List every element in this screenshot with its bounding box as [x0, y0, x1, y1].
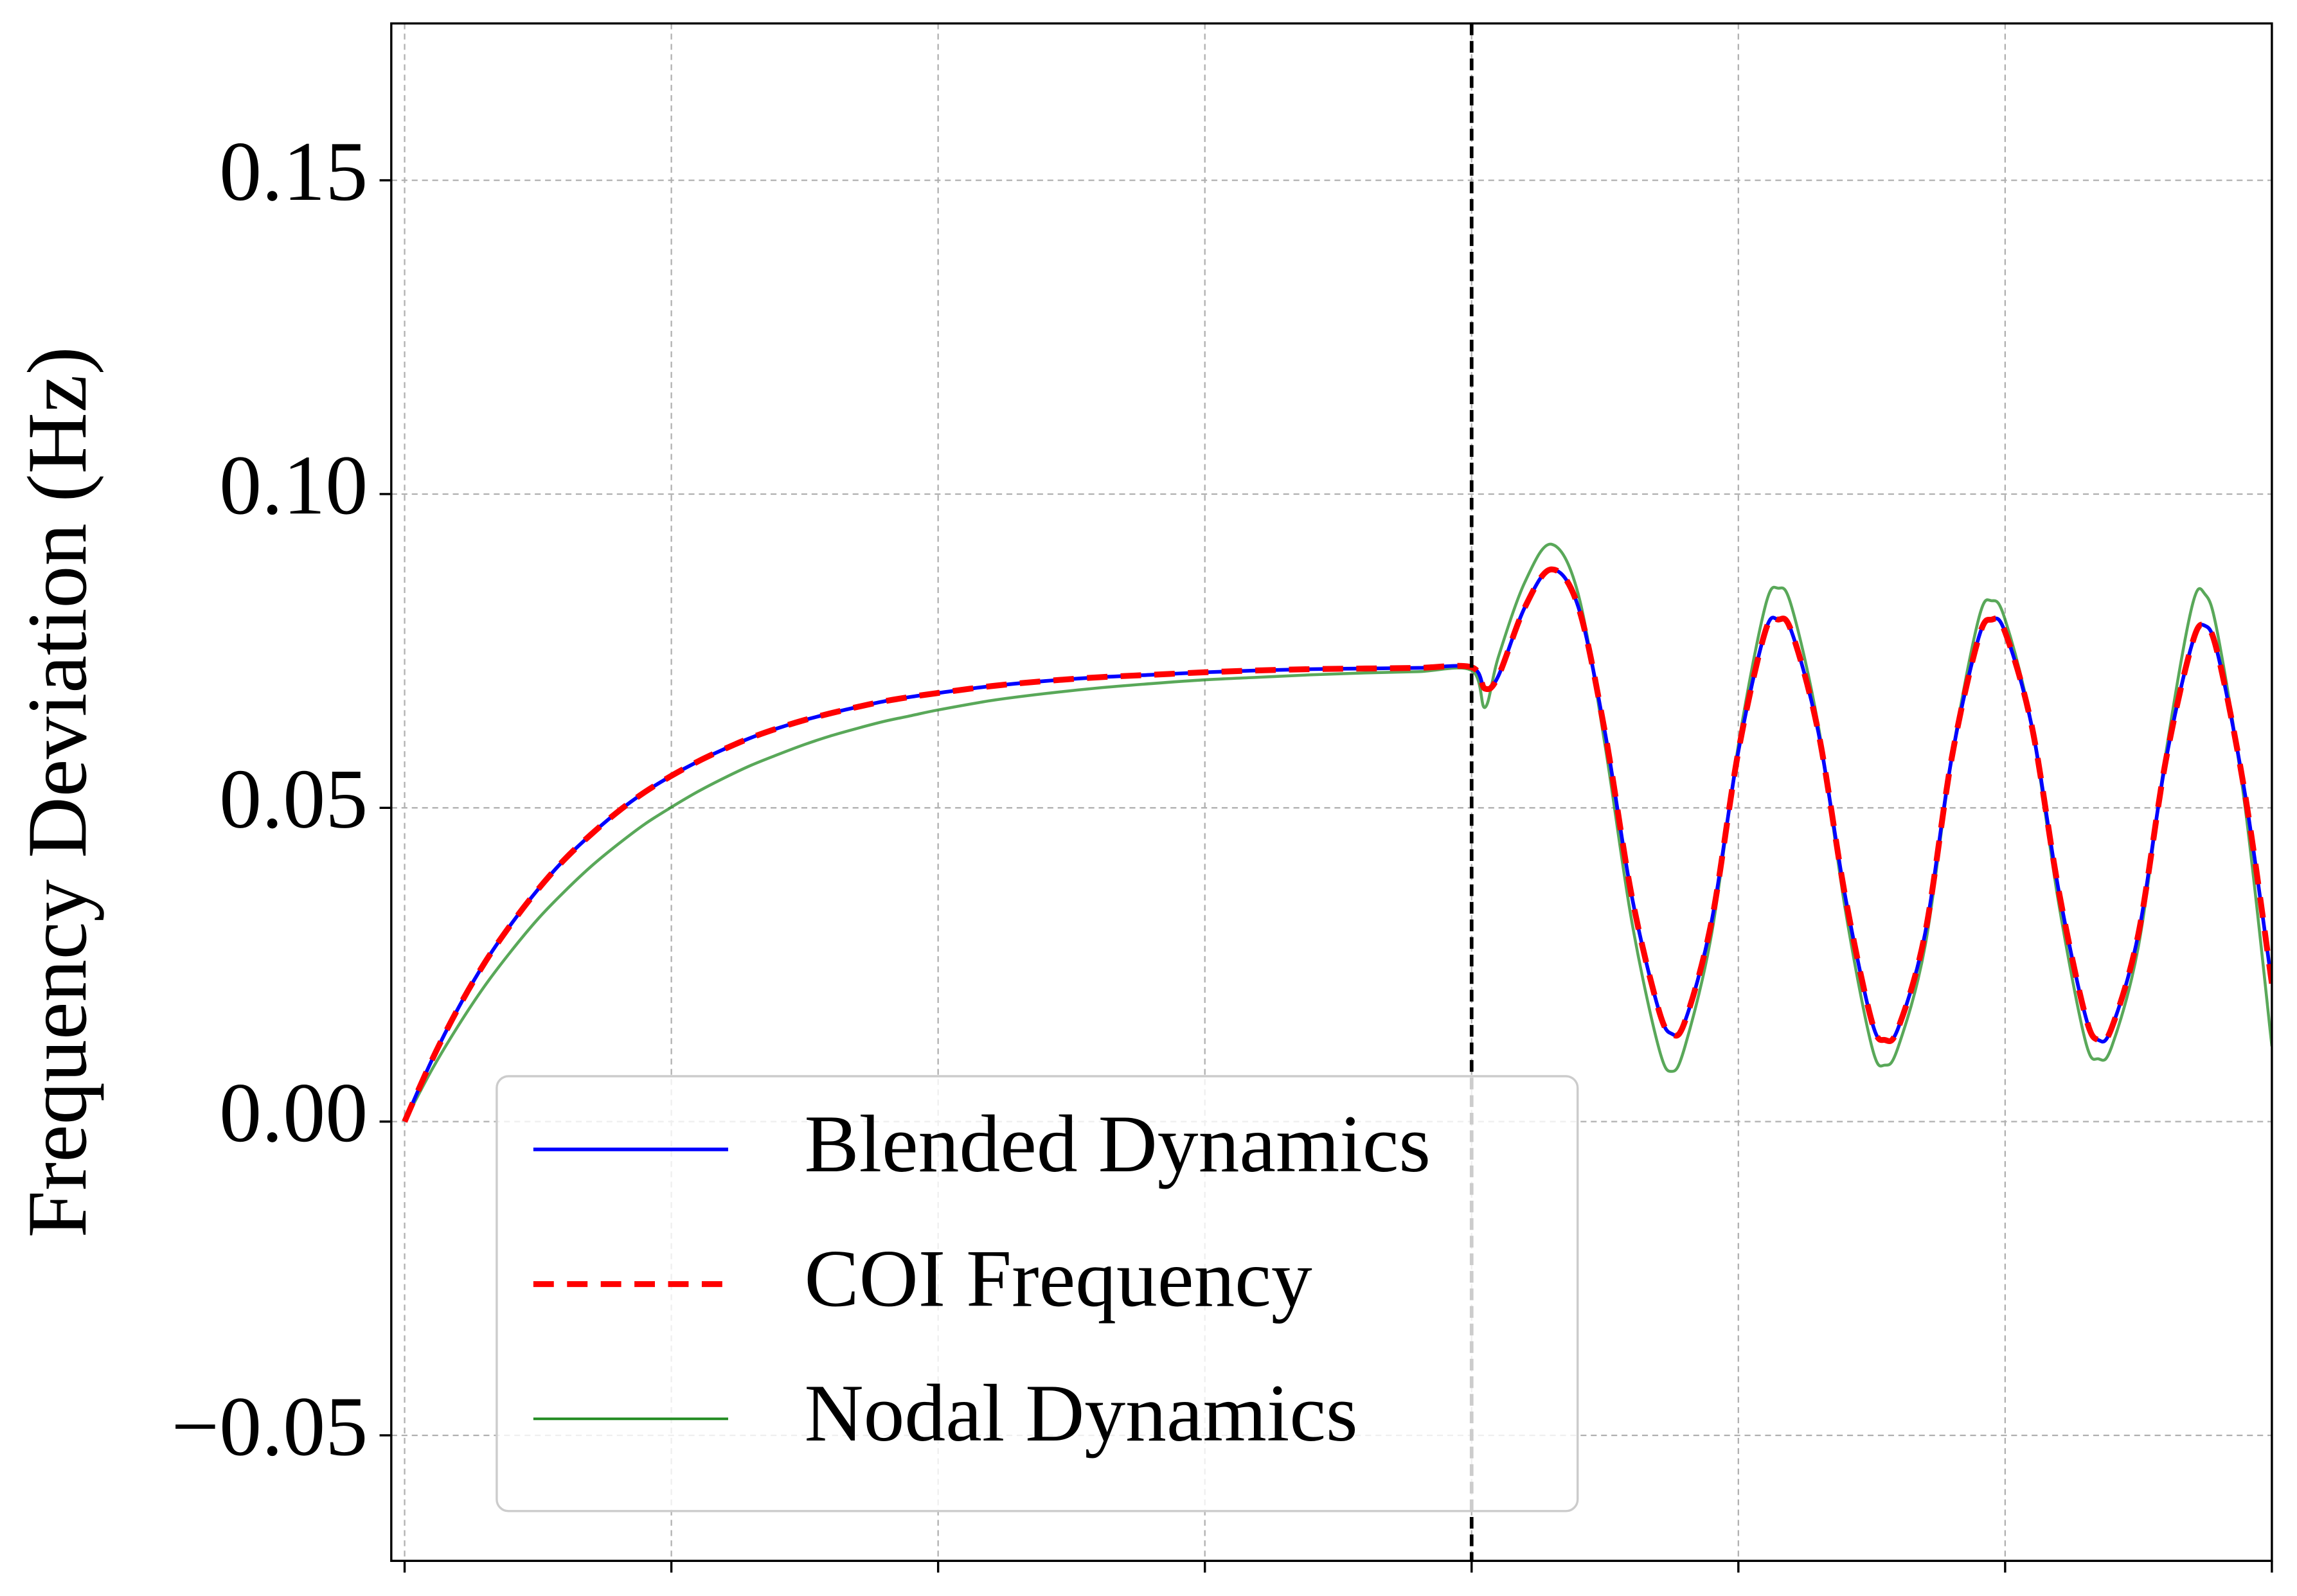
series-line: [402, 567, 2272, 1122]
legend-box: [496, 1075, 1579, 1512]
y-tick-label: 0.15: [219, 124, 368, 218]
plot-frame: [390, 22, 2273, 1563]
y-tick-label: 0.10: [219, 438, 368, 532]
series-line: [403, 542, 2272, 1122]
y-tick-label: −0.05: [172, 1379, 368, 1473]
legend-label: Nodal Dynamics: [804, 1367, 1357, 1459]
y-axis-label: Frequency Deviation (Hz): [10, 346, 104, 1237]
series-line: [402, 566, 2272, 1123]
legend-label: COI Frequency: [804, 1232, 1312, 1324]
y-tick-label: 0.00: [219, 1065, 368, 1160]
y-tick-label: 0.05: [219, 752, 368, 846]
legend-label: Blended Dynamics: [804, 1098, 1431, 1189]
